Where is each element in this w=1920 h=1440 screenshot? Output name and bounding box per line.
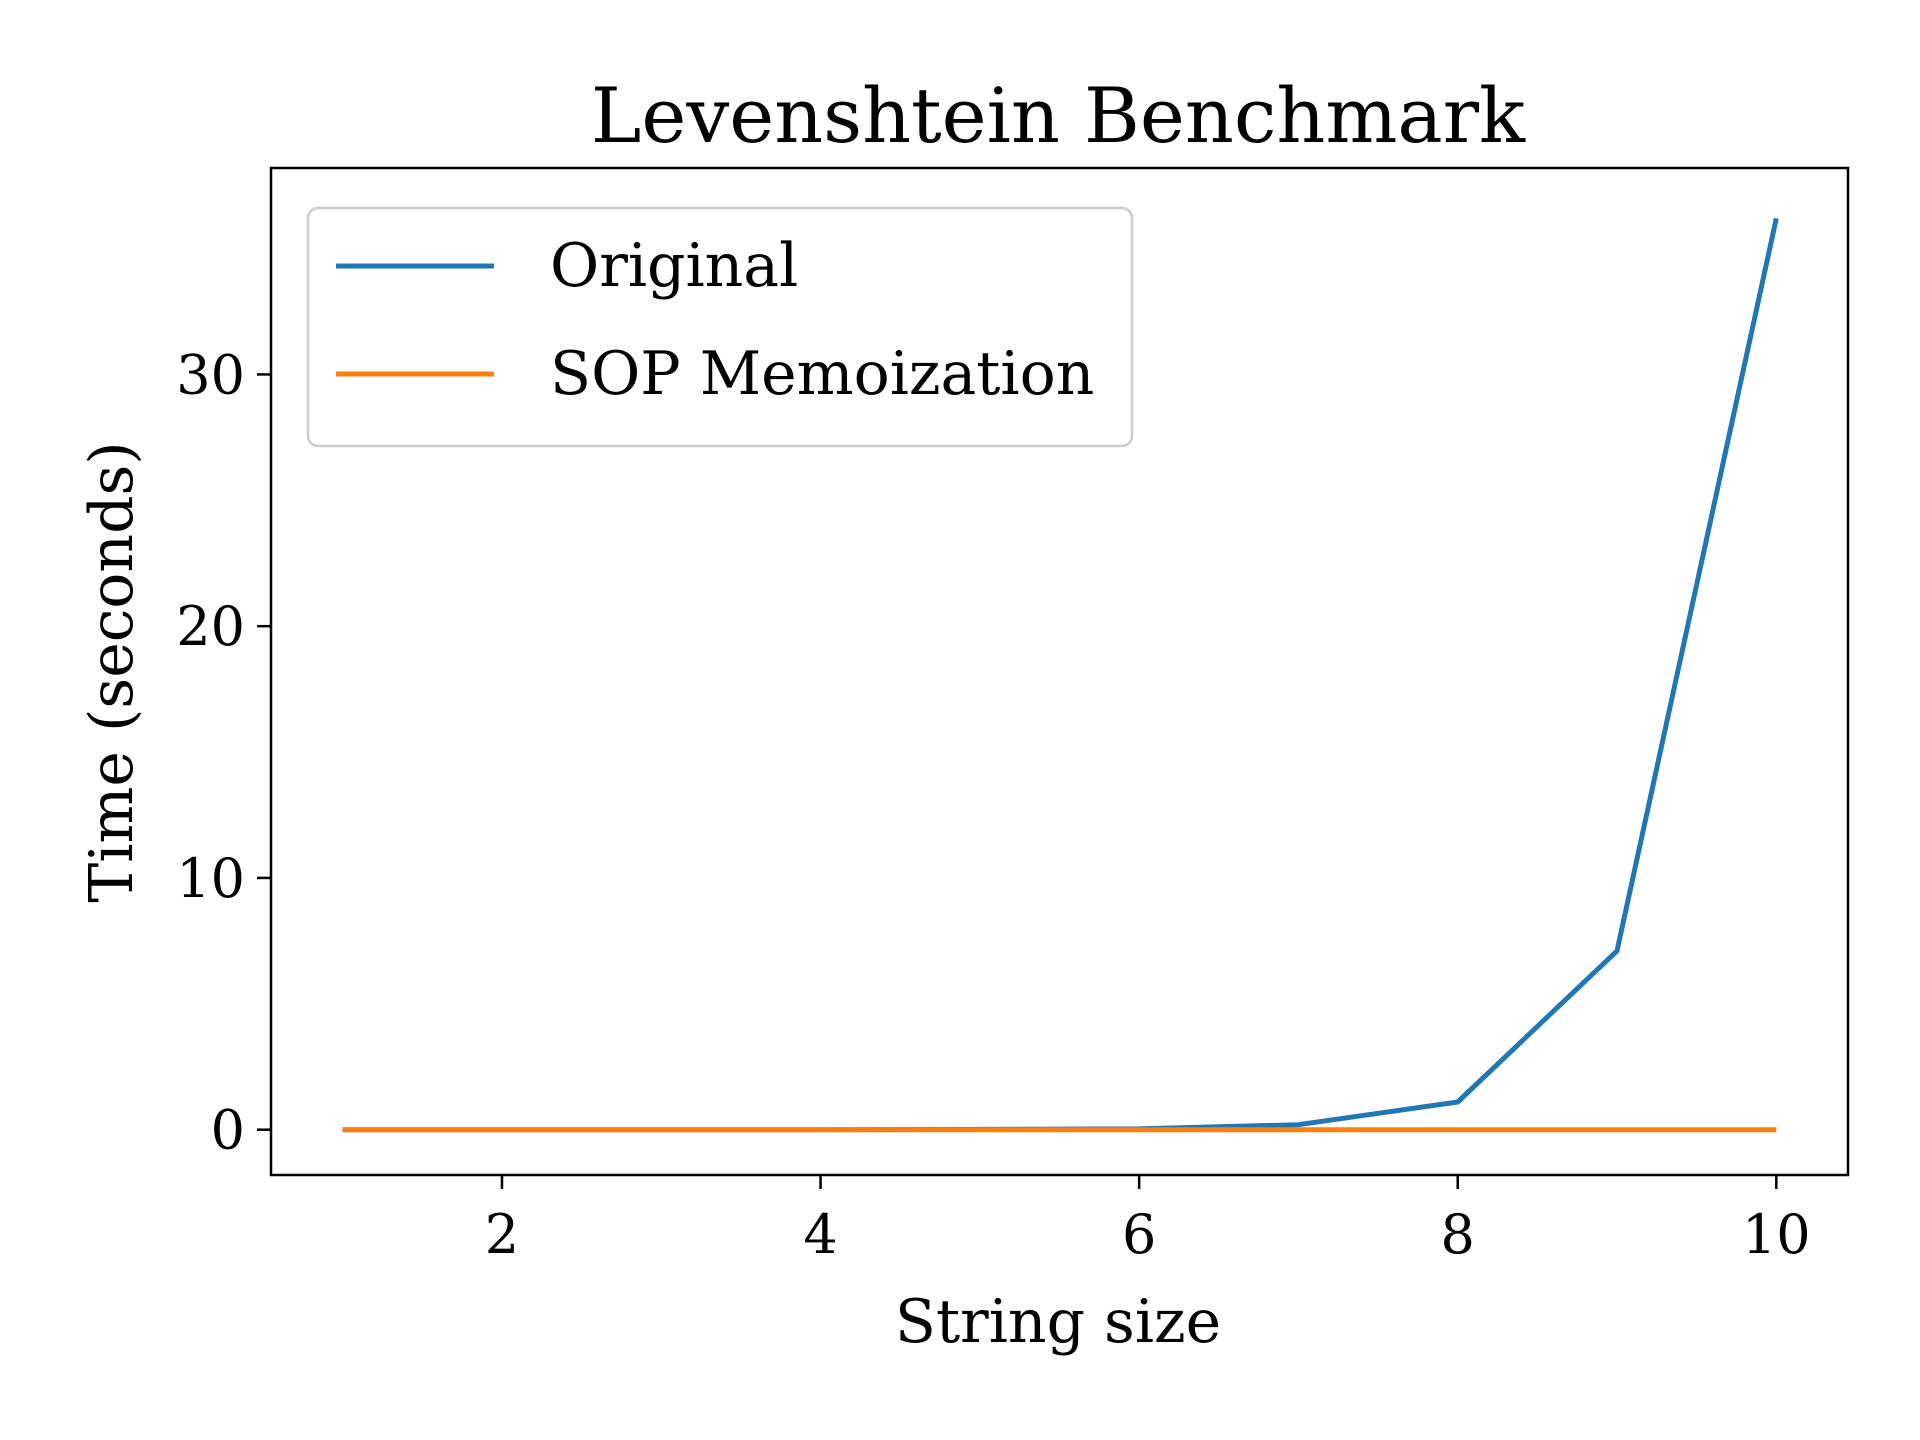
plot-frame [269, 166, 1850, 1177]
y-tick-label: 20 [176, 595, 245, 658]
legend-box [306, 206, 1134, 448]
x-tick-label: 10 [1742, 1203, 1811, 1266]
x-tick-label: 8 [1441, 1203, 1475, 1266]
legend-label-2: SOP Memoization [550, 339, 1094, 409]
legend: Original SOP Memoization [306, 206, 1134, 448]
y-axis-label: Time (seconds) [77, 441, 147, 902]
y-axis-ticks: 0 10 20 30 [176, 343, 271, 1162]
series-layer [342, 217, 1779, 1133]
x-tick-label: 4 [803, 1203, 837, 1266]
x-tick-label: 2 [485, 1203, 519, 1266]
y-tick-label: 0 [211, 1099, 245, 1162]
x-axis-ticks: 2 4 6 8 10 [485, 1175, 1811, 1266]
legend-label-1: Original [550, 231, 798, 301]
y-tick-label: 30 [176, 343, 245, 406]
y-tick-label: 10 [176, 847, 245, 910]
x-tick-label: 6 [1122, 1203, 1156, 1266]
x-axis-label: String size [895, 1287, 1221, 1357]
chart-title: Levenshtein Benchmark [591, 71, 1526, 160]
